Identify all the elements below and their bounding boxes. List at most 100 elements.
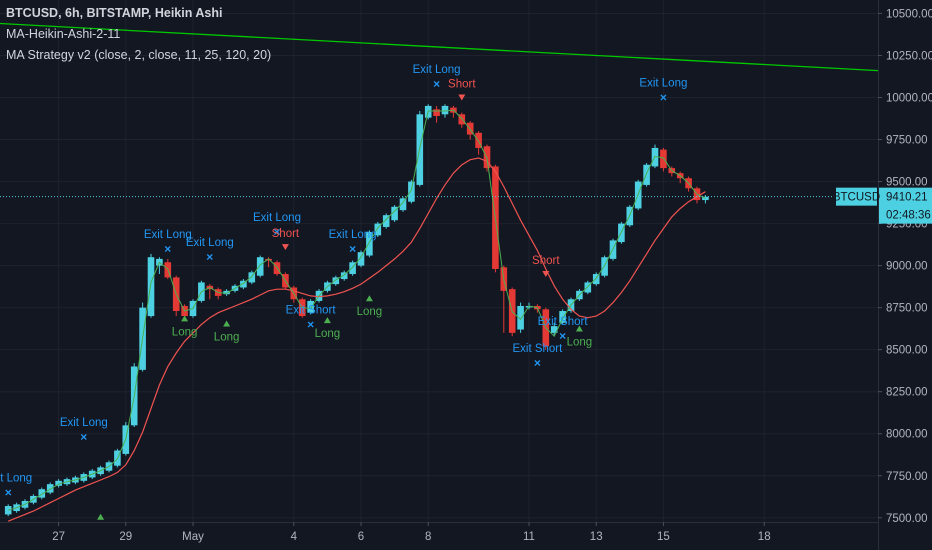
candle [408,179,415,204]
signal-label: Exit Long [186,237,234,249]
signal-label: Exit Long [60,417,108,429]
time-tick-label: 4 [291,531,298,543]
long-arrow-icon [223,320,231,327]
candle [4,504,12,517]
signal-label: Long [214,331,240,343]
price-tick-label: 10250.00 [886,50,932,62]
exit-cross-icon: × [80,430,87,444]
candle-body [584,282,592,293]
candle-body [374,223,382,236]
candle [147,253,155,318]
candle [517,302,524,333]
exit-cross-icon: × [206,250,213,264]
signal-label: Exit Long [144,229,192,241]
time-tick-label: 18 [758,531,771,543]
price-tag-box [879,187,932,224]
exit-cross-icon: × [5,486,12,500]
exit-cross-icon: × [307,317,314,331]
candle-body [592,274,600,285]
candle-body [38,489,46,498]
signal-label: Exit Short [512,343,563,355]
candle [55,479,62,488]
long-arrow-icon [575,325,583,332]
ma-long-line [0,22,879,72]
price-tick-label: 10500.00 [886,8,932,20]
legend-strategy[interactable]: MA Strategy v2 (close, 2, close, 11, 25,… [6,48,272,62]
time-tick-label: May [182,531,204,543]
time-tick-label: 8 [425,531,431,543]
candle-body [408,181,415,202]
signal-exit: Exit Long× [144,229,192,256]
candle-body [382,215,390,227]
candle-body [357,252,365,266]
candle-body [458,114,466,125]
price-tick-label: 8500.00 [886,345,928,357]
chart-legend: BTCUSD, 6h, BITSTAMP, Heikin Ashi MA-Hei… [6,3,271,66]
candle-body [265,258,272,261]
candle [643,163,650,187]
candle [223,289,230,296]
short-arrow-icon [542,271,550,278]
time-tick-label: 27 [52,531,65,543]
ma-fast-line [8,109,706,511]
candle [374,221,382,238]
candle-body [550,326,558,333]
symbol-tag-box [836,187,877,206]
long-arrow-icon [323,317,331,324]
candle [366,230,373,258]
signal-label: Short [532,255,560,267]
signal-long: Long [357,295,383,318]
price-tick-label: 8750.00 [886,303,928,315]
candle [349,260,356,276]
signal-label: Exit Long [0,473,32,485]
signal-label: Exit Short [286,304,337,316]
signal-label: Exit Long [329,229,377,241]
signal-label: Exit Long [253,212,301,224]
candle-body [340,272,348,280]
signal-exit: Exit Long× [0,473,32,500]
price-tag-value: 9410.21 [886,192,928,204]
signal-label: Long [357,306,383,318]
exit-cross-icon: × [534,356,541,370]
legend-indicator-ma[interactable]: MA-Heikin-Ashi-2-11 [6,27,121,41]
legend-symbol[interactable]: BTCUSD, 6h, BITSTAMP, Heikin Ashi [6,6,223,20]
signal-label: Long [315,328,341,340]
price-tick-label: 7500.00 [886,513,928,525]
exit-cross-icon: × [164,242,171,256]
signal-label: Short [272,228,300,240]
signal-long: Long [315,317,341,340]
signal-label: Short [448,79,476,91]
candle-body [559,311,566,323]
time-tick-label: 11 [523,531,535,543]
signal-label: Exit Long [639,78,687,90]
candle [256,255,264,278]
signal-short: Short [448,79,476,101]
price-tick-label: 9000.00 [886,261,928,273]
signal-exit: Exit Long× [186,237,234,264]
exit-cross-icon: × [559,329,566,343]
time-tick-label: 13 [590,531,603,543]
price-tick-label: 9750.00 [886,135,928,147]
candle-body [223,290,230,295]
candle [559,309,566,325]
exit-cross-icon: × [273,225,280,239]
signal-exit: Exit Long× [413,64,461,91]
price-axis-background [878,0,932,550]
candle [172,275,180,317]
candle-body [433,109,440,116]
price-tick-label: 8000.00 [886,429,928,441]
long-arrow-icon [181,315,189,322]
candle [340,270,348,281]
time-axis: 27 29 May 4 6 8 11 13 15 18 [0,522,878,550]
signal-exit: Exit Short× [286,304,337,331]
signal-long: Long [214,320,240,343]
signal-exit: Exit Long× [329,229,377,256]
candle [357,250,365,268]
time-tick-label: 6 [358,531,364,543]
current-price-tag: 9410.21 02:48:36 BTCUSD [833,187,932,224]
candle-body [332,277,340,285]
candle [391,205,398,222]
price-tag-countdown: 02:48:36 [886,210,931,222]
